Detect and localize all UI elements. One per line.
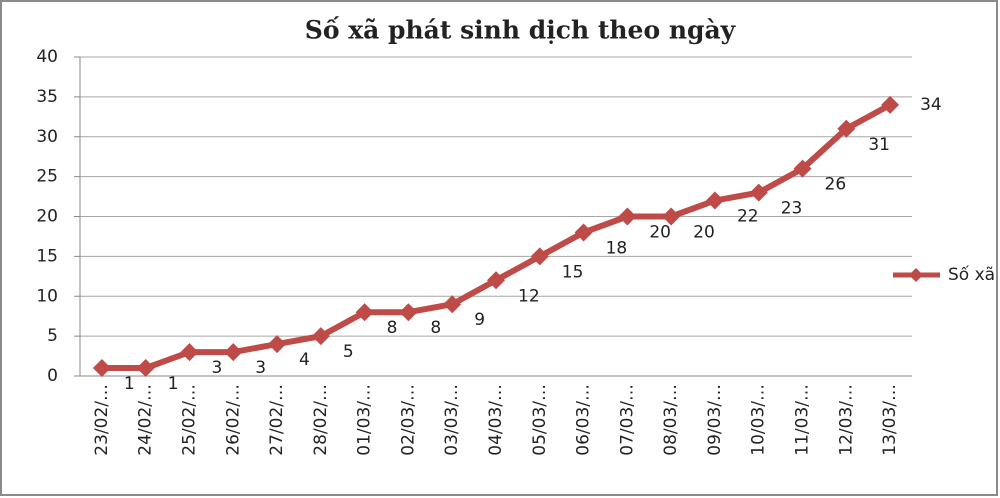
x-tick-label: 12/03/… (836, 384, 856, 456)
chart-title: Số xã phát sinh dịch theo ngày (305, 16, 737, 45)
legend-label: Số xã (948, 264, 995, 285)
data-label: 5 (343, 342, 354, 362)
point-marker (268, 335, 287, 354)
point-marker (881, 95, 900, 114)
data-label: 3 (255, 358, 266, 378)
x-tick-label: 02/03/… (398, 384, 418, 456)
x-tick-label: 26/02/… (223, 384, 243, 456)
point-marker (180, 343, 199, 362)
x-tick-label: 08/03/… (661, 384, 681, 456)
x-tick-label: 13/03/… (880, 384, 900, 456)
point-marker (443, 295, 462, 314)
x-tick-label: 11/03/… (793, 384, 813, 456)
y-tick-label: 25 (36, 167, 58, 187)
x-tick-label: 03/03/… (442, 384, 462, 456)
legend-marker (909, 268, 923, 282)
point-marker (837, 119, 856, 138)
point-marker (92, 359, 111, 378)
point-marker (224, 343, 243, 362)
data-label: 23 (781, 199, 803, 219)
point-marker (705, 191, 724, 210)
x-tick-label: 01/03/… (355, 384, 375, 456)
data-label: 4 (299, 350, 310, 370)
data-label: 22 (737, 207, 759, 227)
data-label: 20 (693, 223, 715, 243)
data-label: 9 (474, 310, 485, 330)
y-tick-label: 0 (47, 366, 58, 386)
y-tick-label: 40 (36, 47, 58, 67)
x-tick-label: 25/02/… (179, 384, 199, 456)
x-tick-label: 09/03/… (705, 384, 725, 456)
point-marker (574, 223, 593, 242)
x-tick-label: 27/02/… (267, 384, 287, 456)
point-marker (749, 183, 768, 202)
data-label: 15 (562, 262, 584, 282)
y-tick-label: 30 (36, 127, 58, 147)
data-label: 3 (211, 358, 222, 378)
x-tick-label: 07/03/… (617, 384, 637, 456)
point-marker (530, 247, 549, 266)
data-label: 12 (518, 286, 540, 306)
x-tick-label: 23/02/… (92, 384, 112, 456)
data-label: 8 (430, 318, 441, 338)
point-marker (793, 159, 812, 178)
data-label: 20 (649, 223, 671, 243)
data-label: 26 (825, 175, 847, 195)
point-marker (487, 271, 505, 290)
data-label: 31 (868, 135, 890, 155)
point-marker (311, 327, 330, 346)
x-tick-label: 24/02/… (136, 384, 156, 456)
x-tick-label: 28/02/… (311, 384, 331, 456)
x-tick-label: 10/03/… (749, 384, 769, 456)
y-tick-label: 5 (47, 326, 58, 346)
point-marker (355, 303, 374, 322)
point-marker (399, 303, 418, 322)
data-label: 8 (387, 318, 398, 338)
point-marker (662, 207, 681, 226)
x-tick-label: 05/03/… (530, 384, 550, 456)
y-tick-label: 15 (36, 246, 58, 266)
point-marker (136, 359, 155, 378)
y-tick-label: 10 (36, 286, 58, 306)
data-label: 1 (168, 374, 179, 394)
x-tick-label: 06/03/… (574, 384, 594, 456)
data-label: 18 (606, 238, 628, 258)
x-tick-label: 04/03/… (486, 384, 506, 456)
point-marker (618, 207, 637, 226)
data-label: 1 (124, 374, 135, 394)
y-tick-label: 35 (36, 87, 58, 107)
data-label: 34 (920, 95, 942, 115)
y-tick-label: 20 (36, 207, 58, 227)
